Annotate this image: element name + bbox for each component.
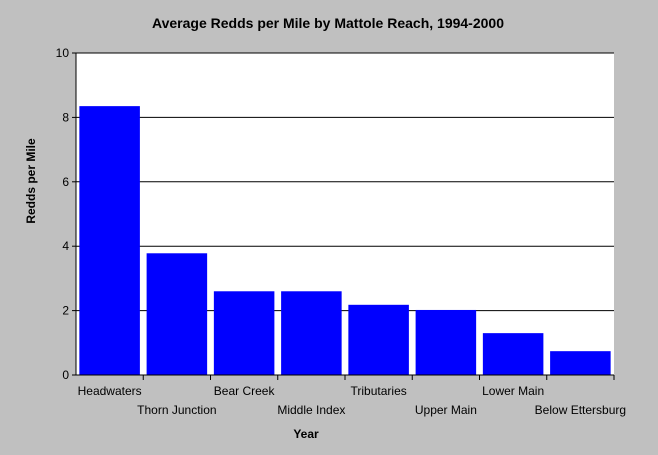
- x-tick-label-1: Thorn Junction: [137, 403, 216, 417]
- chart-title: Average Redds per Mile by Mattole Reach,…: [152, 15, 504, 31]
- x-tick-label-5: Upper Main: [415, 403, 477, 417]
- bars: [79, 106, 611, 375]
- y-tick-labels: 0 2 4 6 8 10: [56, 46, 70, 382]
- x-tick-labels: Headwaters Thorn Junction Bear CreekMiddle…: [78, 384, 626, 417]
- x-axis-title: Year: [293, 427, 319, 441]
- bar-4: [348, 304, 409, 375]
- x-tick-label-2: Bear Creek: [214, 384, 276, 398]
- y-tick-label-2: 4: [62, 239, 69, 253]
- x-tick-label-0: Headwaters: [78, 384, 142, 398]
- bar-1: [146, 253, 208, 375]
- bar-6: [482, 333, 544, 375]
- y-tick-label-3: 6: [62, 175, 69, 189]
- axes: [72, 52, 615, 380]
- y-tick-label-0: 0: [62, 368, 69, 382]
- bar-2: [213, 291, 275, 375]
- bar-0: [79, 106, 140, 375]
- bar-7: [550, 351, 611, 375]
- y-tick-label-4: 8: [62, 110, 69, 124]
- y-axis-title: Redds per Mile: [24, 138, 38, 224]
- x-tick-label-7: Below Ettersburg: [535, 403, 626, 417]
- bar-5: [415, 309, 477, 375]
- y-tick-label-1: 2: [62, 304, 69, 318]
- x-tick-label-6: Lower Main: [482, 384, 544, 398]
- y-tick-label-5: 10: [56, 46, 70, 60]
- bar-3: [281, 291, 342, 375]
- x-tick-label-3: Middle Index: [277, 403, 345, 417]
- x-tick-label-4: Tributaries: [351, 384, 407, 398]
